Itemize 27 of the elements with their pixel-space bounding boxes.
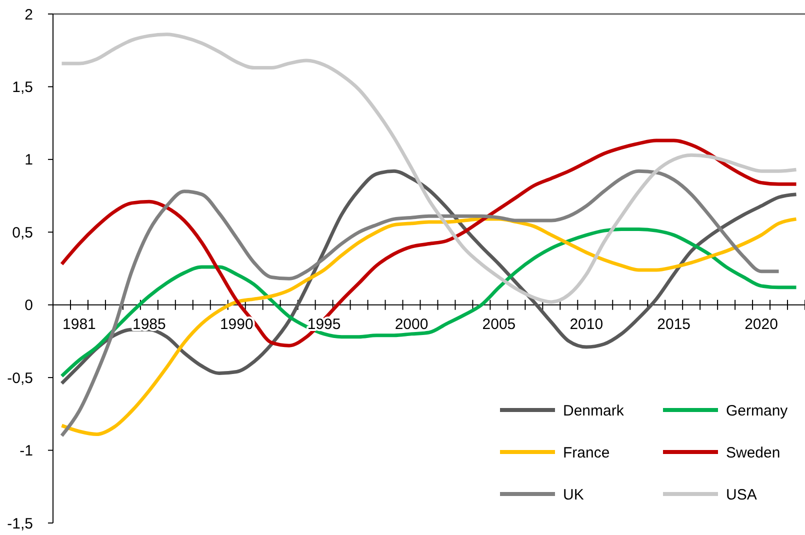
line-series <box>60 32 798 304</box>
x-tick-label: 1981 <box>62 316 96 333</box>
y-tick-label: 0 <box>24 297 33 314</box>
legend-label: Germany <box>726 402 788 420</box>
y-tick-label: 1,5 <box>12 78 33 96</box>
y-tick-label: -0,5 <box>7 370 33 387</box>
legend-label: France <box>563 444 610 462</box>
line-series <box>60 227 798 378</box>
x-tick-label: 2015 <box>657 316 691 333</box>
y-tick-label: -1,5 <box>7 515 33 532</box>
line-series <box>60 169 798 386</box>
x-tick-label: 2005 <box>482 316 516 333</box>
x-tick-label: 2010 <box>570 316 604 333</box>
legend-label: Sweden <box>726 444 780 462</box>
y-tick-label: 1 <box>24 152 33 169</box>
legend-label: USA <box>726 486 757 504</box>
x-tick-label: 1990 <box>220 316 254 333</box>
x-tick-label: 2020 <box>744 316 778 333</box>
legend-label: UK <box>563 486 584 504</box>
y-tick-label: -1 <box>20 442 33 460</box>
x-tick-label: 1985 <box>132 316 166 333</box>
y-tick-label: 2 <box>24 6 33 24</box>
legend-label: Denmark <box>563 402 624 420</box>
line-series <box>60 217 798 436</box>
x-tick-label: 2000 <box>394 316 428 333</box>
line-series <box>60 138 798 348</box>
y-tick-label: 0,5 <box>12 224 33 242</box>
